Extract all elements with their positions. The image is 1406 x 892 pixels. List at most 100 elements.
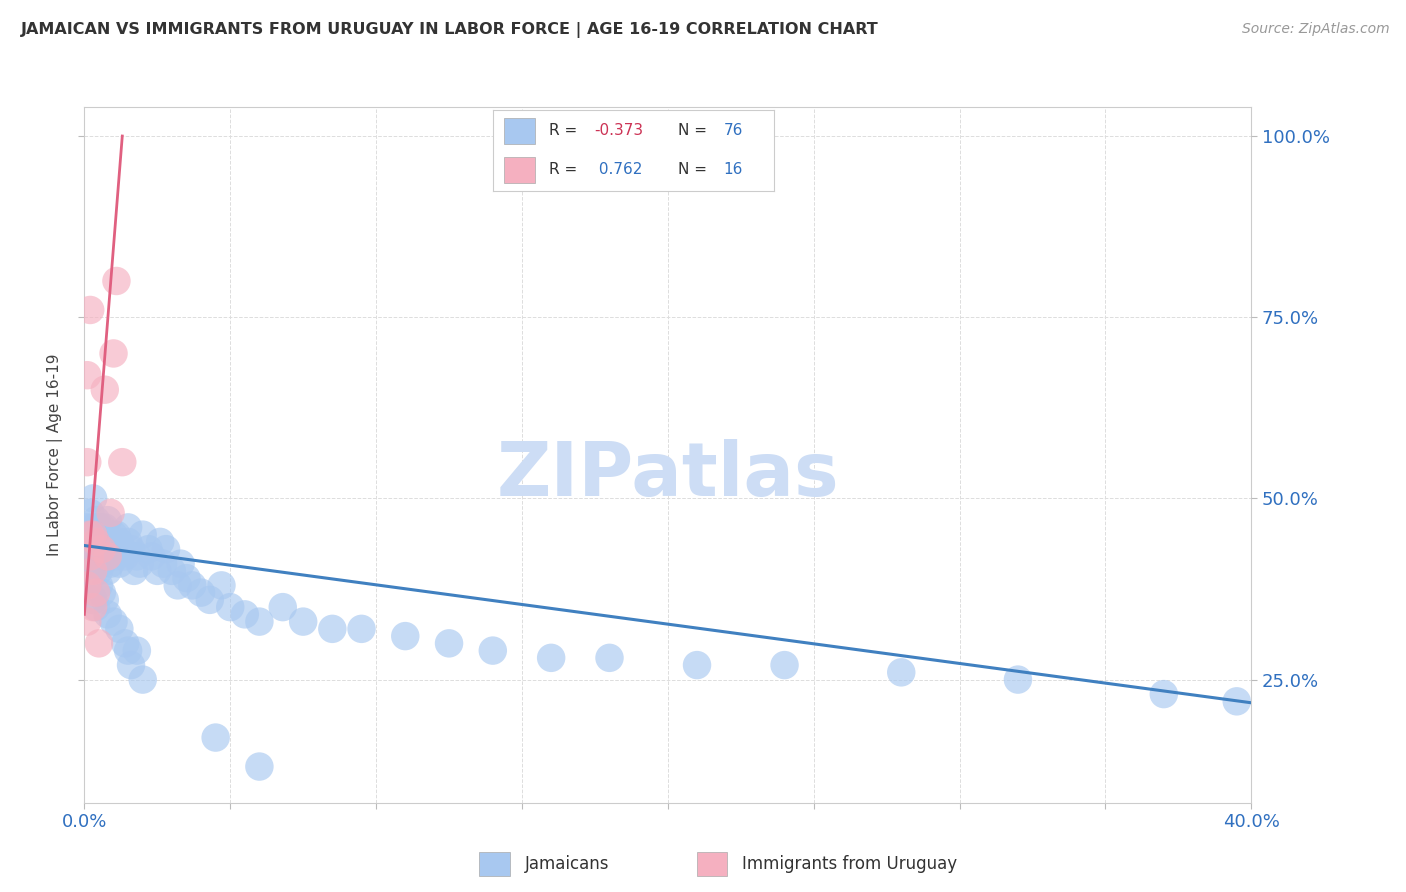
Point (247, 615, 270, 629)
Point (233, 607, 256, 622)
Text: 16: 16 (723, 161, 742, 177)
Text: 0.762: 0.762 (593, 161, 643, 177)
Point (97, 513, 120, 527)
Point (94, 383, 117, 397)
Point (90, 542, 112, 557)
Point (97, 607, 120, 622)
Point (76, 542, 98, 557)
Point (132, 673, 155, 687)
Point (76, 455, 98, 469)
Point (82, 564, 104, 578)
Text: Source: ZipAtlas.com: Source: ZipAtlas.com (1241, 22, 1389, 37)
Point (103, 615, 125, 629)
Point (350, 622, 373, 636)
Text: R =: R = (548, 161, 582, 177)
Point (76, 520, 98, 534)
Bar (479, 853, 509, 876)
Text: 76: 76 (723, 123, 742, 138)
Point (87, 535, 110, 549)
Point (103, 542, 125, 557)
Point (1007, 673, 1029, 687)
Point (599, 651, 621, 665)
Text: Immigrants from Uruguay: Immigrants from Uruguay (742, 855, 957, 873)
Point (211, 578, 233, 592)
Point (82, 600, 104, 615)
Point (94, 535, 117, 549)
Point (481, 643, 505, 657)
Point (540, 651, 562, 665)
Point (90, 520, 112, 534)
Point (132, 527, 155, 541)
Point (890, 665, 912, 680)
Point (117, 535, 139, 549)
Bar (697, 853, 727, 876)
Point (87, 542, 110, 557)
Point (105, 549, 128, 564)
Y-axis label: In Labor Force | Age 16-19: In Labor Force | Age 16-19 (46, 353, 63, 557)
Bar (503, 157, 534, 183)
Point (94, 549, 117, 564)
Point (105, 527, 128, 541)
Point (125, 549, 148, 564)
Point (773, 658, 796, 673)
Point (84, 600, 107, 615)
Point (198, 592, 221, 607)
Point (181, 578, 204, 592)
Point (166, 578, 188, 592)
Point (97, 564, 120, 578)
Point (87, 636, 110, 650)
Point (82, 491, 104, 506)
Point (76, 578, 98, 592)
Point (79, 549, 101, 564)
Point (271, 600, 294, 615)
Text: JAMAICAN VS IMMIGRANTS FROM URUGUAY IN LABOR FORCE | AGE 16-19 CORRELATION CHART: JAMAICAN VS IMMIGRANTS FROM URUGUAY IN L… (21, 22, 879, 38)
Point (100, 557, 122, 571)
Point (176, 571, 198, 585)
Point (100, 506, 122, 520)
Point (79, 549, 101, 564)
Point (105, 274, 128, 288)
Text: N =: N = (678, 161, 713, 177)
Point (141, 549, 163, 564)
Point (128, 557, 150, 571)
Point (79, 527, 101, 541)
Point (152, 557, 174, 571)
Point (103, 527, 125, 541)
Point (90, 542, 112, 557)
Point (90, 535, 112, 549)
Point (117, 643, 139, 657)
Text: N =: N = (678, 123, 713, 138)
Point (82, 527, 104, 541)
Point (79, 506, 101, 520)
Point (84, 513, 107, 527)
Point (103, 346, 125, 360)
Bar (503, 119, 534, 144)
Point (90, 585, 112, 599)
Point (79, 571, 101, 585)
Point (76, 368, 98, 383)
Point (87, 564, 110, 578)
Point (169, 557, 191, 571)
Point (90, 557, 112, 571)
Point (82, 542, 104, 557)
Point (219, 600, 242, 615)
Point (292, 615, 315, 629)
Point (204, 731, 226, 745)
Point (111, 455, 134, 469)
Point (82, 592, 104, 607)
Point (84, 585, 107, 599)
Point (394, 629, 416, 643)
Point (122, 564, 145, 578)
Point (686, 658, 709, 673)
Point (76, 615, 98, 629)
Point (100, 535, 122, 549)
Point (190, 585, 212, 599)
Point (87, 578, 110, 592)
Point (84, 535, 107, 549)
Point (111, 542, 134, 557)
Text: R =: R = (548, 123, 582, 138)
Text: -0.373: -0.373 (593, 123, 643, 138)
Point (125, 643, 148, 657)
Point (114, 636, 136, 650)
Point (84, 549, 107, 564)
